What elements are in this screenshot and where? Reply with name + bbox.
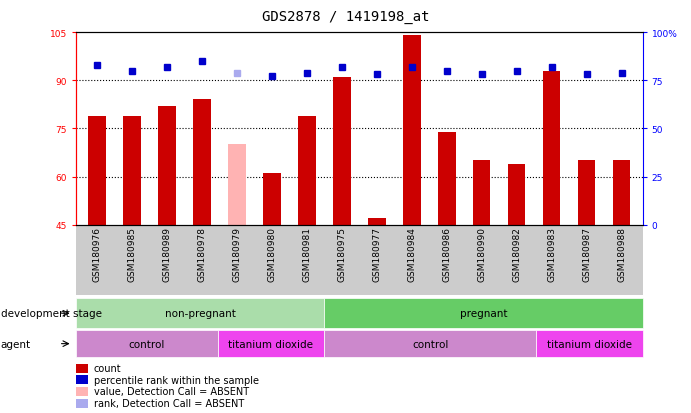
Text: control: control: [412, 339, 448, 349]
Bar: [333, 78, 350, 225]
Bar: [508, 164, 525, 225]
Bar: [88, 116, 106, 225]
Bar: [263, 174, 281, 225]
Bar: [228, 145, 245, 225]
Text: count: count: [94, 363, 122, 373]
Text: control: control: [129, 339, 165, 349]
Text: non-pregnant: non-pregnant: [164, 309, 236, 318]
Text: GDS2878 / 1419198_at: GDS2878 / 1419198_at: [262, 10, 429, 24]
Bar: [613, 161, 630, 225]
Bar: [193, 100, 211, 225]
Text: value, Detection Call = ABSENT: value, Detection Call = ABSENT: [94, 387, 249, 396]
Text: pregnant: pregnant: [460, 309, 507, 318]
Bar: [543, 71, 560, 225]
Bar: [473, 161, 491, 225]
Text: percentile rank within the sample: percentile rank within the sample: [94, 375, 259, 385]
Bar: [298, 116, 316, 225]
Bar: [123, 116, 141, 225]
Bar: [403, 36, 421, 225]
Text: agent: agent: [1, 339, 31, 349]
Text: titanium dioxide: titanium dioxide: [228, 339, 313, 349]
Bar: [578, 161, 596, 225]
Text: development stage: development stage: [1, 309, 102, 318]
Bar: [368, 219, 386, 225]
Bar: [438, 132, 455, 225]
Bar: [158, 107, 176, 225]
Text: rank, Detection Call = ABSENT: rank, Detection Call = ABSENT: [94, 398, 244, 408]
Text: titanium dioxide: titanium dioxide: [547, 339, 632, 349]
